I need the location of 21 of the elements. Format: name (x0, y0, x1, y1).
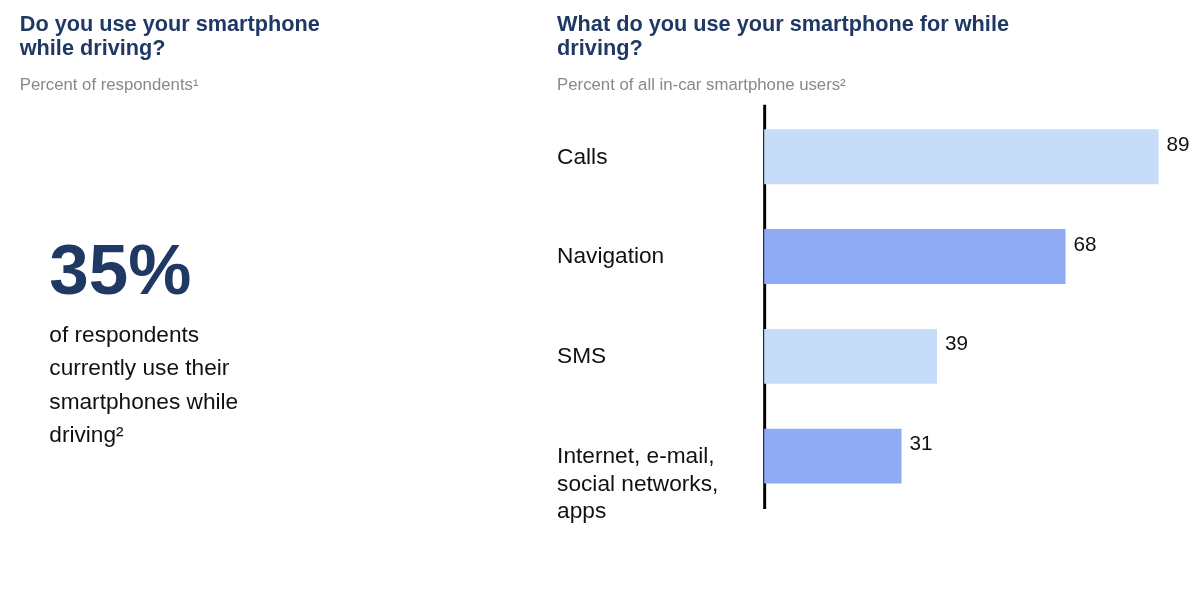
text: of respondents (49, 320, 200, 347)
text: currently use their (49, 354, 230, 381)
chart-subtitle: Percent of all in-car smartphone users² (557, 75, 847, 95)
data-label: 68 (1073, 231, 1097, 255)
bar (764, 129, 1159, 185)
chart-title: What do you use your smartphone for while driving? (557, 11, 1009, 60)
bar (764, 428, 902, 484)
data-label: 89 (1166, 131, 1190, 155)
y-tick-label: Navigation (557, 242, 665, 269)
y-tick-label: Calls (557, 142, 608, 169)
y-tick-label: SMS (557, 342, 607, 369)
text: 35% (49, 229, 192, 309)
text: driving² (49, 421, 125, 448)
data-label: 39 (944, 331, 968, 355)
data-label: 31 (909, 431, 933, 455)
bar (764, 328, 938, 384)
text: Do you use your smartphone while driving? (18, 11, 320, 60)
text: smartphones while (49, 387, 239, 414)
y-tick-label: Internet, e-mail, social networks, apps (557, 442, 719, 524)
bar (764, 229, 1066, 284)
text: Percent of respondents¹ (19, 75, 199, 95)
